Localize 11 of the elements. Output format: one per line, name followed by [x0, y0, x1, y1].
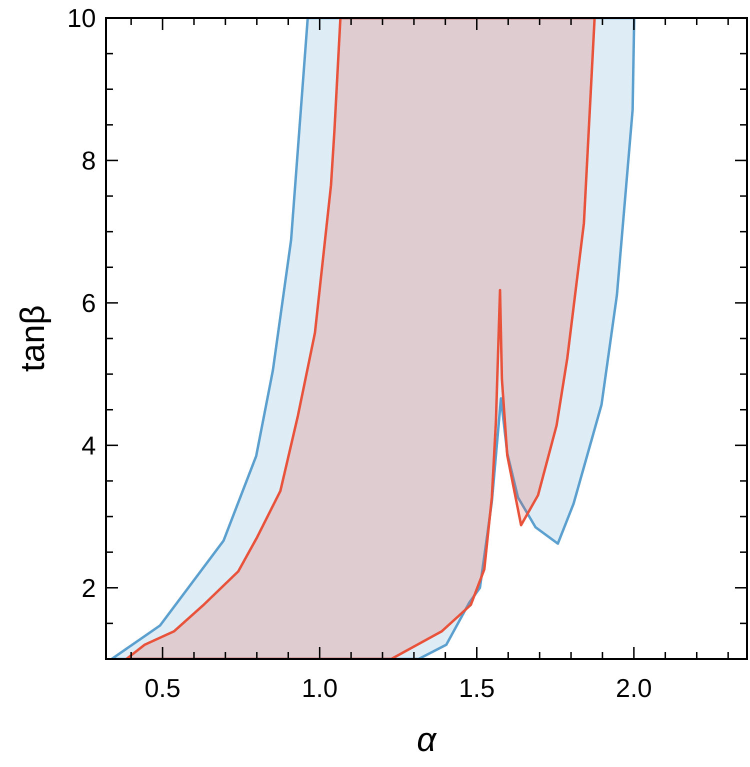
x-tick-label: 2.0 — [616, 673, 652, 703]
y-tick-label: 8 — [82, 146, 96, 176]
y-tick-label: 6 — [82, 288, 96, 318]
y-tick-label: 2 — [82, 572, 96, 603]
x-tick-label: 1.5 — [458, 673, 495, 703]
y-axis-title: tanβ — [14, 305, 52, 372]
x-tick-label: 0.5 — [144, 673, 181, 703]
x-tick-label: 1.0 — [302, 673, 338, 703]
y-tick-label: 10 — [67, 3, 96, 34]
y-tick-label: 4 — [82, 430, 96, 460]
x-axis-title: α — [416, 721, 438, 759]
